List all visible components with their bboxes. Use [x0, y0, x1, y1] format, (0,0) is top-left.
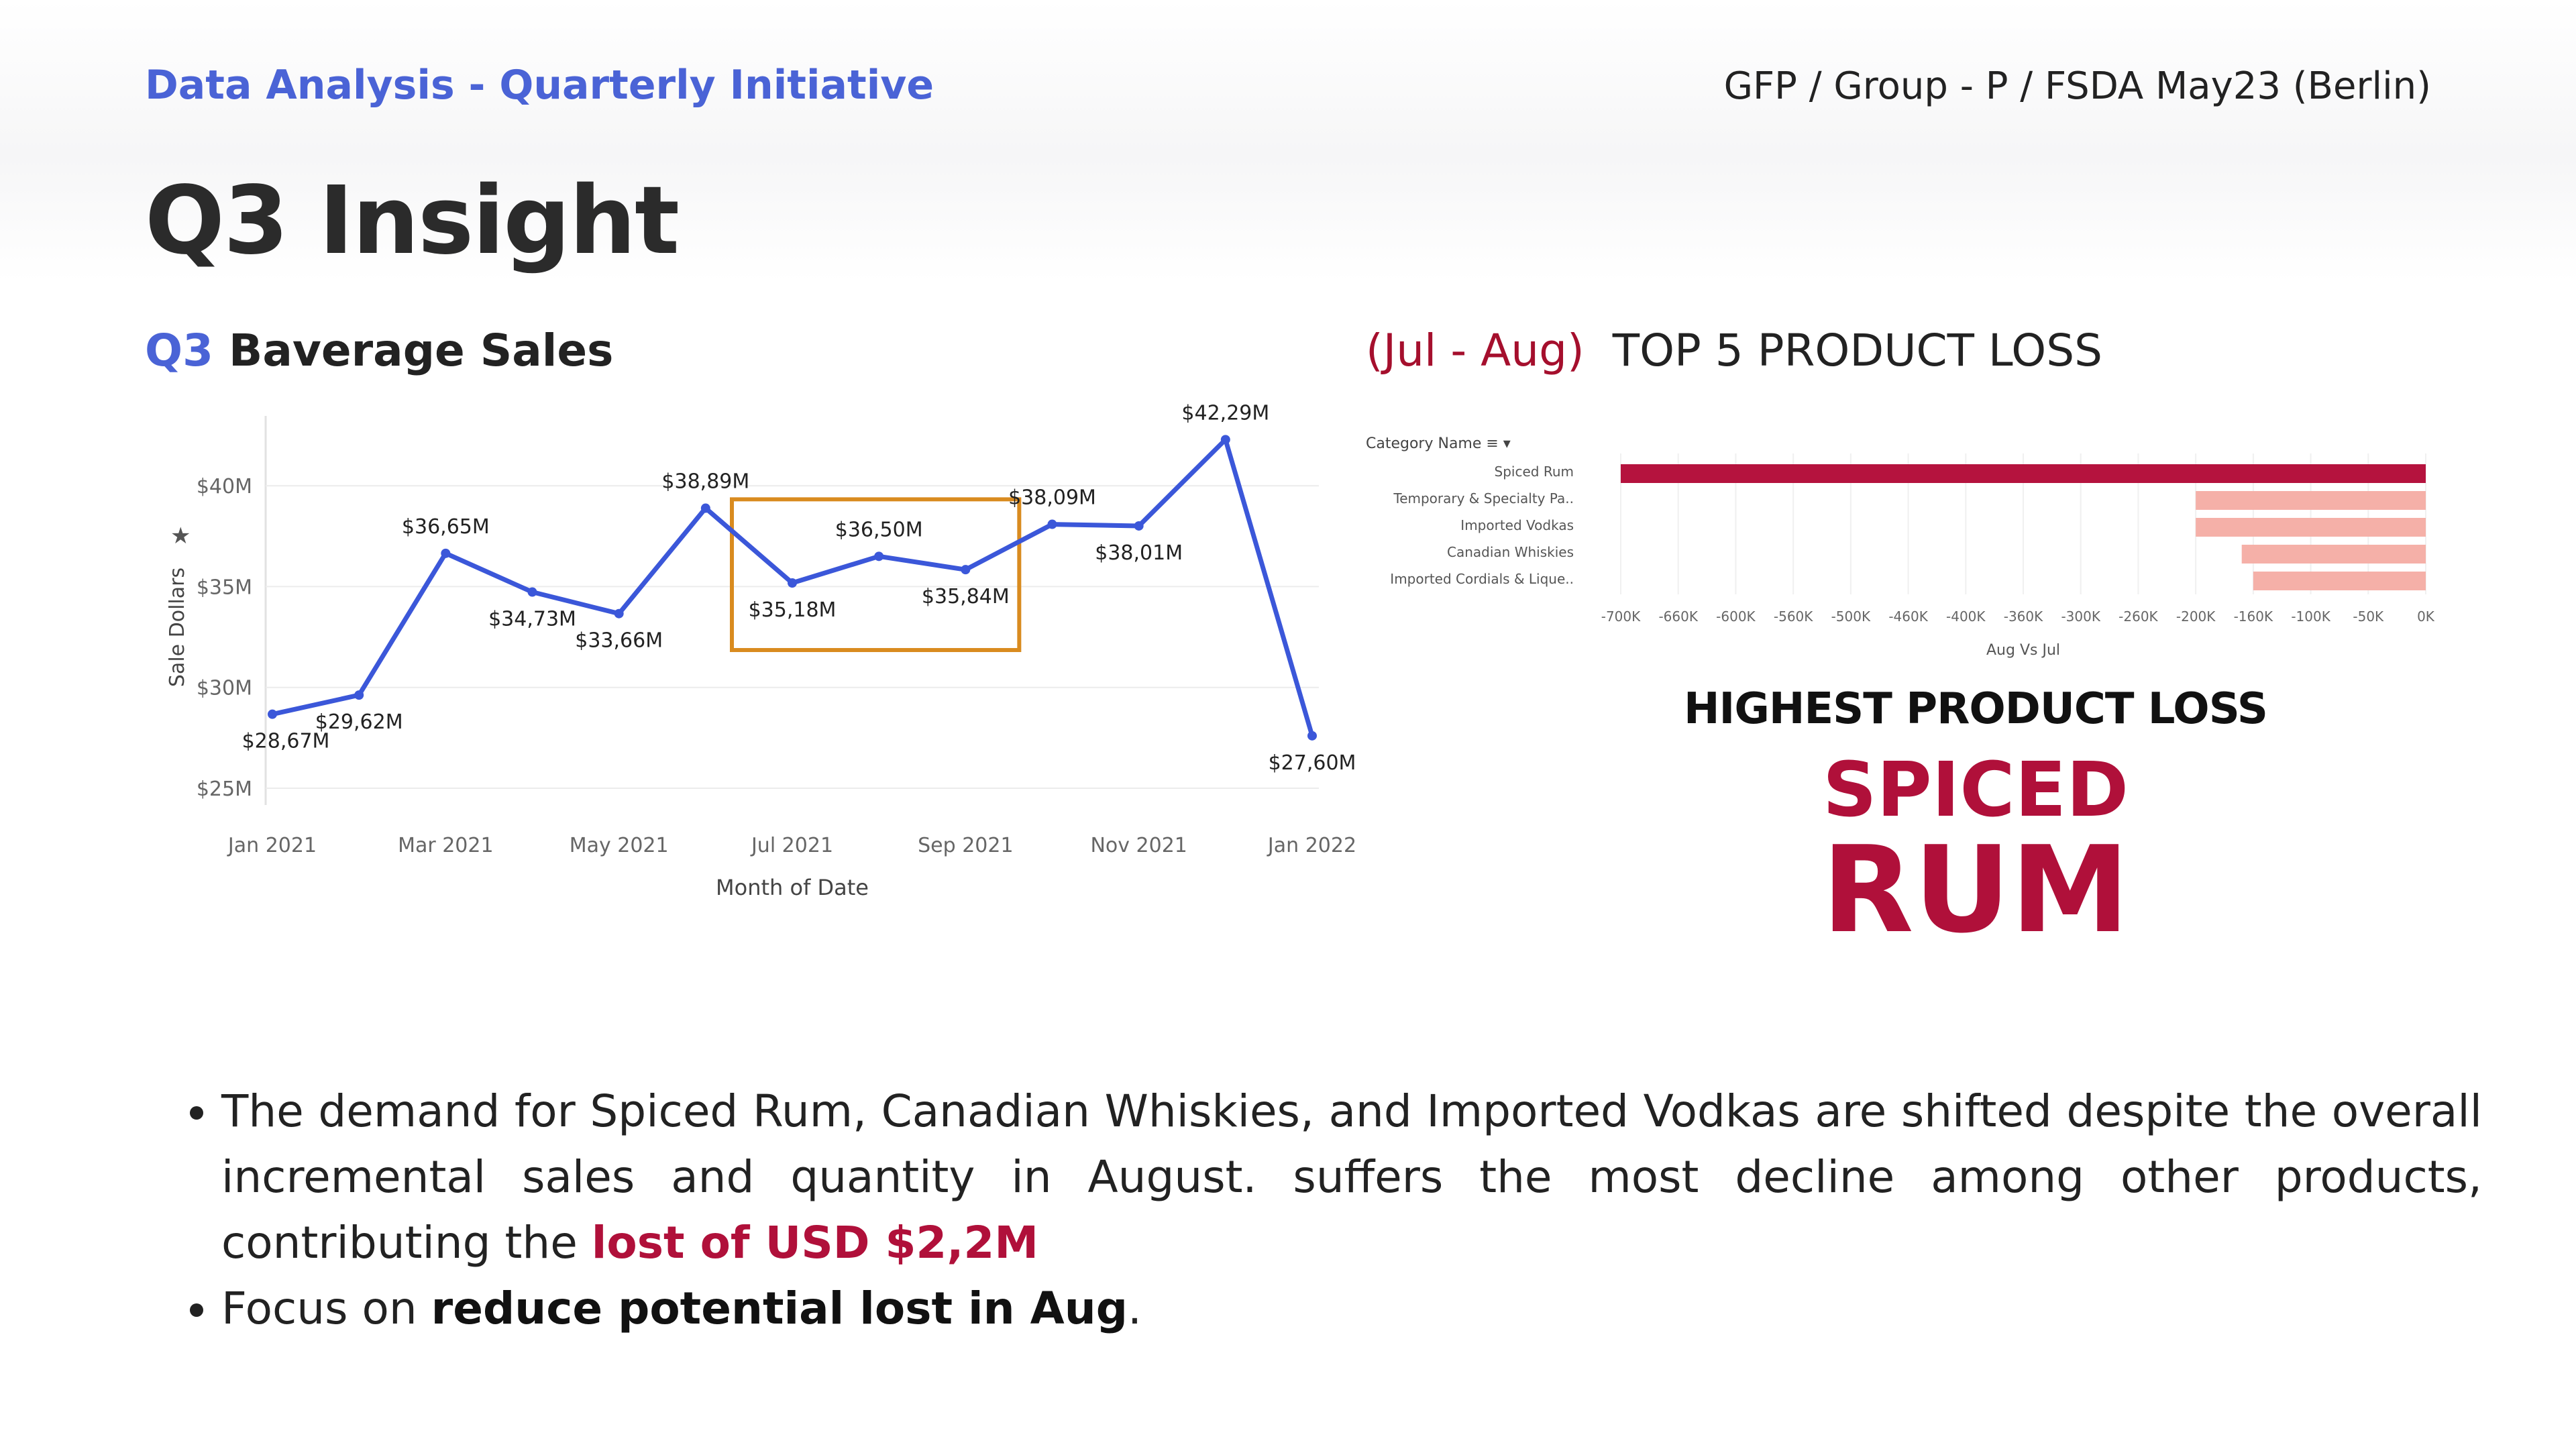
data-point: [527, 587, 537, 597]
loss-bar: [2196, 518, 2426, 537]
loss-amount-highlight: lost of USD $2,2M: [591, 1217, 1039, 1269]
data-point: [1134, 521, 1144, 531]
loss-bar: [2241, 545, 2426, 564]
data-point: [1307, 731, 1317, 741]
data-label: $38,89M: [661, 470, 749, 494]
x-axis-title: Month of Date: [716, 875, 869, 900]
bullet-item: The demand for Spiced Rum, Canadian Whis…: [221, 1079, 2482, 1276]
insight-bullets: The demand for Spiced Rum, Canadian Whis…: [168, 1079, 2482, 1342]
highest-loss-callout: HIGHEST PRODUCT LOSS SPICED RUM: [1623, 684, 2328, 953]
x-tick-label: -100K: [2291, 608, 2330, 625]
data-point: [788, 578, 797, 588]
loss-bar: [1621, 464, 2426, 483]
y-axis-title: Sale Dollars: [166, 568, 189, 687]
data-label: $38,09M: [1008, 486, 1096, 510]
x-tick-label: -660K: [1658, 608, 1698, 625]
category-label: Imported Vodkas: [1460, 517, 1574, 533]
bar-chart-section-title: (Jul - Aug) TOP 5 PRODUCT LOSS: [1366, 325, 2102, 376]
data-point: [354, 690, 364, 700]
data-label: $33,66M: [575, 629, 663, 653]
category-label: Canadian Whiskies: [1447, 544, 1574, 560]
bullet-text: The demand for Spiced Rum, Canadian Whis…: [221, 1085, 2482, 1269]
initiative-kicker: Data Analysis - Quarterly Initiative: [145, 62, 934, 109]
data-label: $36,50M: [835, 518, 923, 541]
data-label: $35,84M: [922, 585, 1010, 608]
line-chart-section-title: Q3 Baverage Sales: [145, 325, 613, 376]
y-tick-label: $35M: [197, 576, 252, 599]
x-tick-label: -460K: [1888, 608, 1928, 625]
bullet-item: Focus on reduce potential lost in Aug.: [221, 1276, 2482, 1342]
x-tick-label: Jul 2021: [750, 834, 833, 857]
x-axis-title: Aug Vs Jul: [1986, 642, 2060, 659]
data-label: $35,18M: [749, 598, 837, 622]
data-label: $42,29M: [1181, 402, 1269, 425]
q3-highlight-box: [730, 497, 1022, 653]
pin-icon: ★: [170, 523, 191, 549]
data-point: [1220, 435, 1230, 445]
data-point: [700, 503, 710, 513]
x-tick-label: Jan 2022: [1267, 834, 1356, 857]
data-point: [614, 608, 624, 619]
data-point: [874, 551, 884, 561]
data-label: $29,62M: [315, 710, 403, 734]
page-title: Q3 Insight: [145, 166, 680, 276]
x-tick-label: -300K: [2061, 608, 2100, 625]
x-tick-label: -400K: [1946, 608, 1986, 625]
data-label: $27,60M: [1269, 751, 1356, 775]
highest-loss-product-line1: SPICED: [1822, 747, 2129, 834]
data-point: [268, 709, 277, 719]
data-label: $28,67M: [242, 730, 330, 753]
bar-section-title-text: TOP 5 PRODUCT LOSS: [1612, 325, 2103, 376]
y-tick-label: $40M: [197, 475, 252, 498]
period-label: (Jul - Aug): [1366, 325, 1585, 376]
sales-series-line: [272, 437, 1315, 737]
highest-loss-product-line2: RUM: [1821, 820, 2130, 959]
course-label: GFP / Group - P / FSDA May23 (Berlin): [1723, 64, 2431, 108]
loss-bar: [2253, 572, 2426, 590]
y-tick-label: $30M: [197, 677, 252, 700]
focus-highlight: reduce potential lost in Aug: [431, 1283, 1128, 1334]
data-label: $36,65M: [402, 515, 490, 539]
x-tick-label: Jan 2021: [227, 834, 317, 857]
sales-line-chart: $25M $30M $35M $40M $28,67M$29,62M $36,65M $34…: [166, 402, 1356, 900]
category-label: Spiced Rum: [1495, 464, 1574, 480]
bullet-text: .: [1127, 1283, 1142, 1334]
bullet-text: Focus on: [221, 1283, 431, 1334]
data-label: $34,73M: [488, 608, 576, 631]
highest-loss-heading: HIGHEST PRODUCT LOSS: [1683, 684, 2268, 734]
x-tick-label: Mar 2021: [398, 834, 494, 857]
x-tick-label: Sep 2021: [918, 834, 1013, 857]
header-band: [0, 0, 2576, 282]
x-tick-label: -200K: [2176, 608, 2216, 625]
data-point: [1047, 519, 1057, 529]
category-header: Category Name ≡ ▾: [1366, 435, 1511, 452]
x-tick-label: -500K: [1831, 608, 1871, 625]
loss-bar: [2196, 491, 2426, 510]
category-label: Imported Cordials & Lique..: [1390, 571, 1574, 587]
section-accent: Q3: [145, 325, 214, 376]
x-tick-label: -560K: [1774, 608, 1813, 625]
product-loss-bar-chart: Category Name ≡ ▾ -700K -660K -600K -560K -50…: [1366, 435, 2435, 659]
data-point: [441, 548, 451, 558]
section-title-text: Baverage Sales: [213, 325, 614, 376]
x-tick-label: -260K: [2118, 608, 2158, 625]
x-tick-label: -600K: [1716, 608, 1756, 625]
x-tick-label: 0K: [2417, 608, 2435, 625]
data-label: $38,01M: [1095, 541, 1183, 565]
x-tick-label: May 2021: [570, 834, 669, 857]
x-tick-label: -700K: [1601, 608, 1641, 625]
category-label: Temporary & Specialty Pa..: [1393, 490, 1574, 506]
x-tick-label: -360K: [2004, 608, 2043, 625]
x-tick-label: -160K: [2234, 608, 2273, 625]
y-tick-label: $25M: [197, 777, 252, 801]
data-point: [961, 565, 971, 575]
x-tick-label: -50K: [2353, 608, 2384, 625]
x-tick-label: Nov 2021: [1090, 834, 1187, 857]
